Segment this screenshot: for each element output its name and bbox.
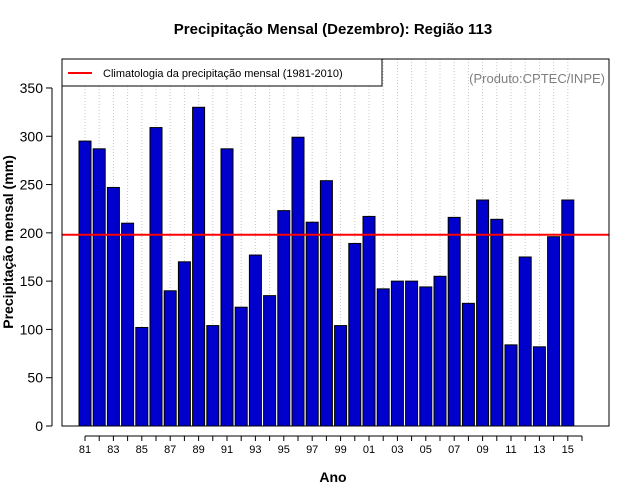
bar-90 <box>206 325 220 427</box>
bar-98 <box>319 180 333 427</box>
bar-81 <box>78 140 92 427</box>
y-tick-label: 350 <box>20 80 44 96</box>
y-axis-label: Precipitação mensal (mm) <box>0 155 16 329</box>
x-tick-label: 09 <box>476 444 488 456</box>
y-tick-label: 250 <box>20 177 44 193</box>
bar-13 <box>532 346 546 427</box>
y-tick-label: 150 <box>20 273 44 289</box>
x-axis: 81 83 85 87 89 91 93 95 97 99 01 03 05 07 09 11 13 15 <box>79 435 583 456</box>
bar-85 <box>135 326 149 427</box>
x-tick-label: 91 <box>221 444 233 456</box>
bar-86 <box>149 127 163 427</box>
bar-82 <box>92 148 106 427</box>
y-tick-label: 0 <box>35 418 43 434</box>
bar-97 <box>305 221 319 427</box>
bar-05 <box>419 286 433 427</box>
bar-94 <box>263 295 277 427</box>
bar-91 <box>220 148 234 427</box>
bar-92 <box>234 306 248 427</box>
x-axis-label: Ano <box>319 469 346 485</box>
x-tick-label: 83 <box>107 444 119 456</box>
x-tick-label: 13 <box>533 444 545 456</box>
bar-03 <box>390 280 404 427</box>
x-tick-label: 15 <box>562 444 574 456</box>
y-tick-label: 50 <box>27 370 43 386</box>
bar-83 <box>106 186 120 427</box>
x-tick-label: 99 <box>334 444 346 456</box>
legend-box <box>61 58 383 87</box>
x-tick-label: 89 <box>192 444 204 456</box>
y-tick-label: 100 <box>20 321 44 337</box>
bar-96 <box>291 136 305 427</box>
bar-95 <box>277 210 291 427</box>
y-axis: 0 50 100 150 200 250 300 350 <box>20 80 53 434</box>
x-tick-label: 03 <box>391 444 403 456</box>
y-tick-label: 300 <box>20 128 44 144</box>
legend-label: Climatologia da precipitação mensal (198… <box>103 68 343 80</box>
x-tick-label: 95 <box>278 444 290 456</box>
x-tick-label: 85 <box>136 444 148 456</box>
bar-08 <box>461 302 475 427</box>
x-tick-label: 07 <box>448 444 460 456</box>
y-tick-label: 200 <box>20 225 44 241</box>
legend: Climatologia da precipitação mensal (198… <box>61 58 383 87</box>
x-tick-label: 93 <box>249 444 261 456</box>
source-annotation: (Produto:CPTEC/INPE) <box>469 71 605 86</box>
bar-11 <box>504 344 518 427</box>
bar-14 <box>547 236 561 427</box>
x-tick-label: 87 <box>164 444 176 456</box>
bar-89 <box>192 106 206 427</box>
x-tick-label: 11 <box>505 444 516 456</box>
bar-12 <box>518 256 532 427</box>
bar-00 <box>348 242 362 427</box>
x-tick-label: 97 <box>306 444 318 456</box>
bar-93 <box>248 254 262 427</box>
bar-84 <box>121 222 135 427</box>
bar-88 <box>177 261 191 427</box>
x-tick-label: 01 <box>363 444 375 456</box>
bar-02 <box>376 288 390 427</box>
bar-06 <box>433 275 447 427</box>
bar-01 <box>362 215 376 427</box>
bar-10 <box>490 218 504 427</box>
x-tick-label: 05 <box>420 444 432 456</box>
x-tick-label: 81 <box>79 444 91 456</box>
bar-04 <box>405 280 419 427</box>
bar-07 <box>447 216 461 427</box>
chart-title: Precipitação Mensal (Dezembro): Região 1… <box>174 21 492 38</box>
bar-87 <box>163 290 177 427</box>
bar-99 <box>334 325 348 427</box>
